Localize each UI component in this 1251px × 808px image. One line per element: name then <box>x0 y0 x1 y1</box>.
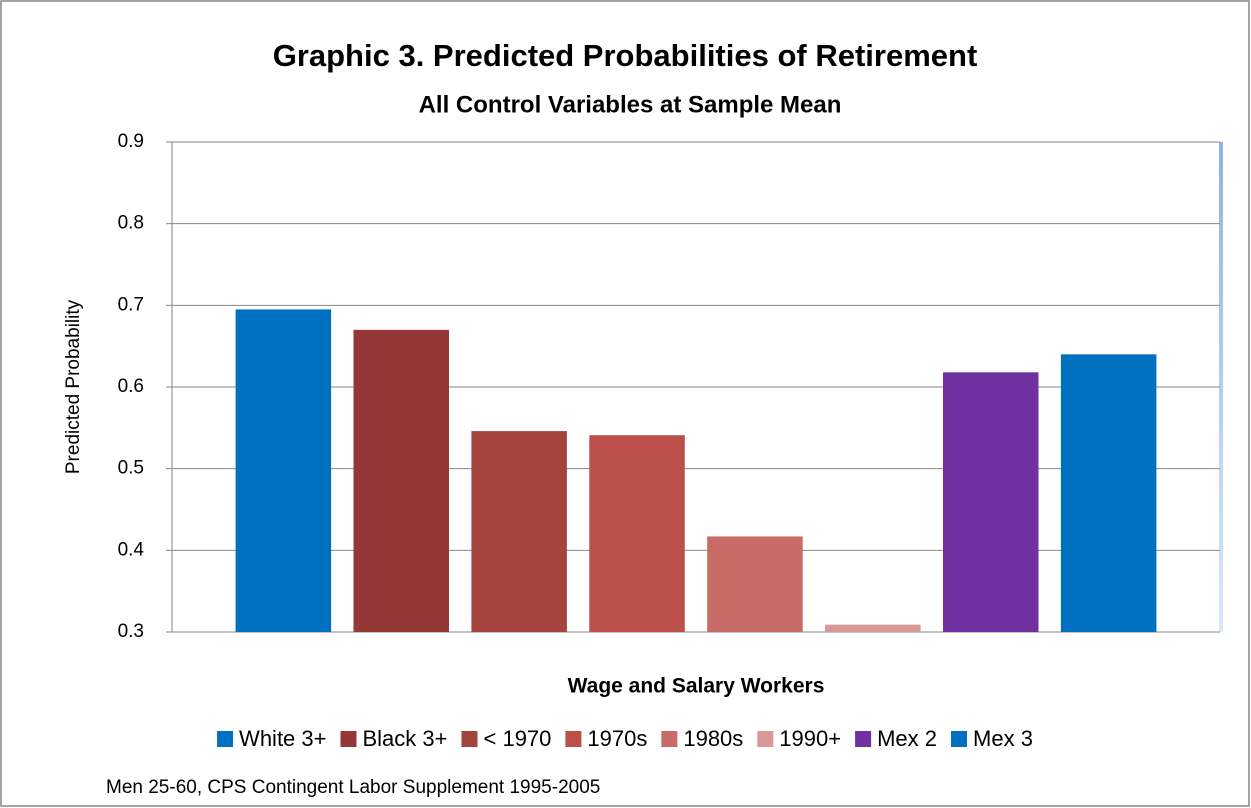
x-axis-label: Wage and Salary Workers <box>568 675 825 698</box>
bar <box>1060 354 1157 632</box>
chart-subtitle: All Control Variables at Sample Mean <box>419 91 842 118</box>
note: Men 25-60, CPS Contingent Labor Suppleme… <box>106 777 600 798</box>
legend-label: Black 3+ <box>362 726 447 751</box>
legend-swatch <box>217 731 234 747</box>
y-tick-label: 0.4 <box>118 539 145 560</box>
legend-label: White 3+ <box>239 726 326 751</box>
legend-label: Mex 3 <box>973 726 1033 751</box>
bar <box>707 536 803 632</box>
legend-swatch <box>661 731 678 747</box>
legend-swatch <box>951 731 968 747</box>
bar <box>825 624 921 632</box>
chart-title: Graphic 3. Predicted Probabilities of Re… <box>273 38 978 73</box>
legend-swatch <box>757 731 774 747</box>
legend-swatch <box>855 731 872 747</box>
y-axis-label: Predicted Probability <box>63 299 84 474</box>
y-tick-label: 0.3 <box>118 621 144 642</box>
plot-edge <box>1219 142 1223 632</box>
legend-label: 1990+ <box>779 726 841 751</box>
legend: White 3+ Black 3+ < 1970 1970s 1980s 1990+ Mex… <box>217 726 1033 751</box>
legend-label: 1980s <box>683 726 743 751</box>
legend-label: < 1970 <box>483 726 551 751</box>
bar <box>471 431 567 632</box>
legend-swatch <box>340 731 357 747</box>
bar <box>589 435 685 632</box>
legend-label: Mex 2 <box>877 726 937 751</box>
bar <box>353 329 449 632</box>
legend-swatch <box>461 731 478 747</box>
y-tick-label: 0.8 <box>118 213 144 234</box>
bar <box>235 309 332 632</box>
legend-label: 1970s <box>587 726 647 751</box>
bar <box>943 372 1039 632</box>
y-tick-label: 0.5 <box>118 458 144 479</box>
y-tick-label: 0.6 <box>118 376 144 397</box>
legend-swatch <box>565 731 582 747</box>
y-tick-label: 0.7 <box>118 294 144 315</box>
y-tick-label: 0.9 <box>118 131 144 152</box>
